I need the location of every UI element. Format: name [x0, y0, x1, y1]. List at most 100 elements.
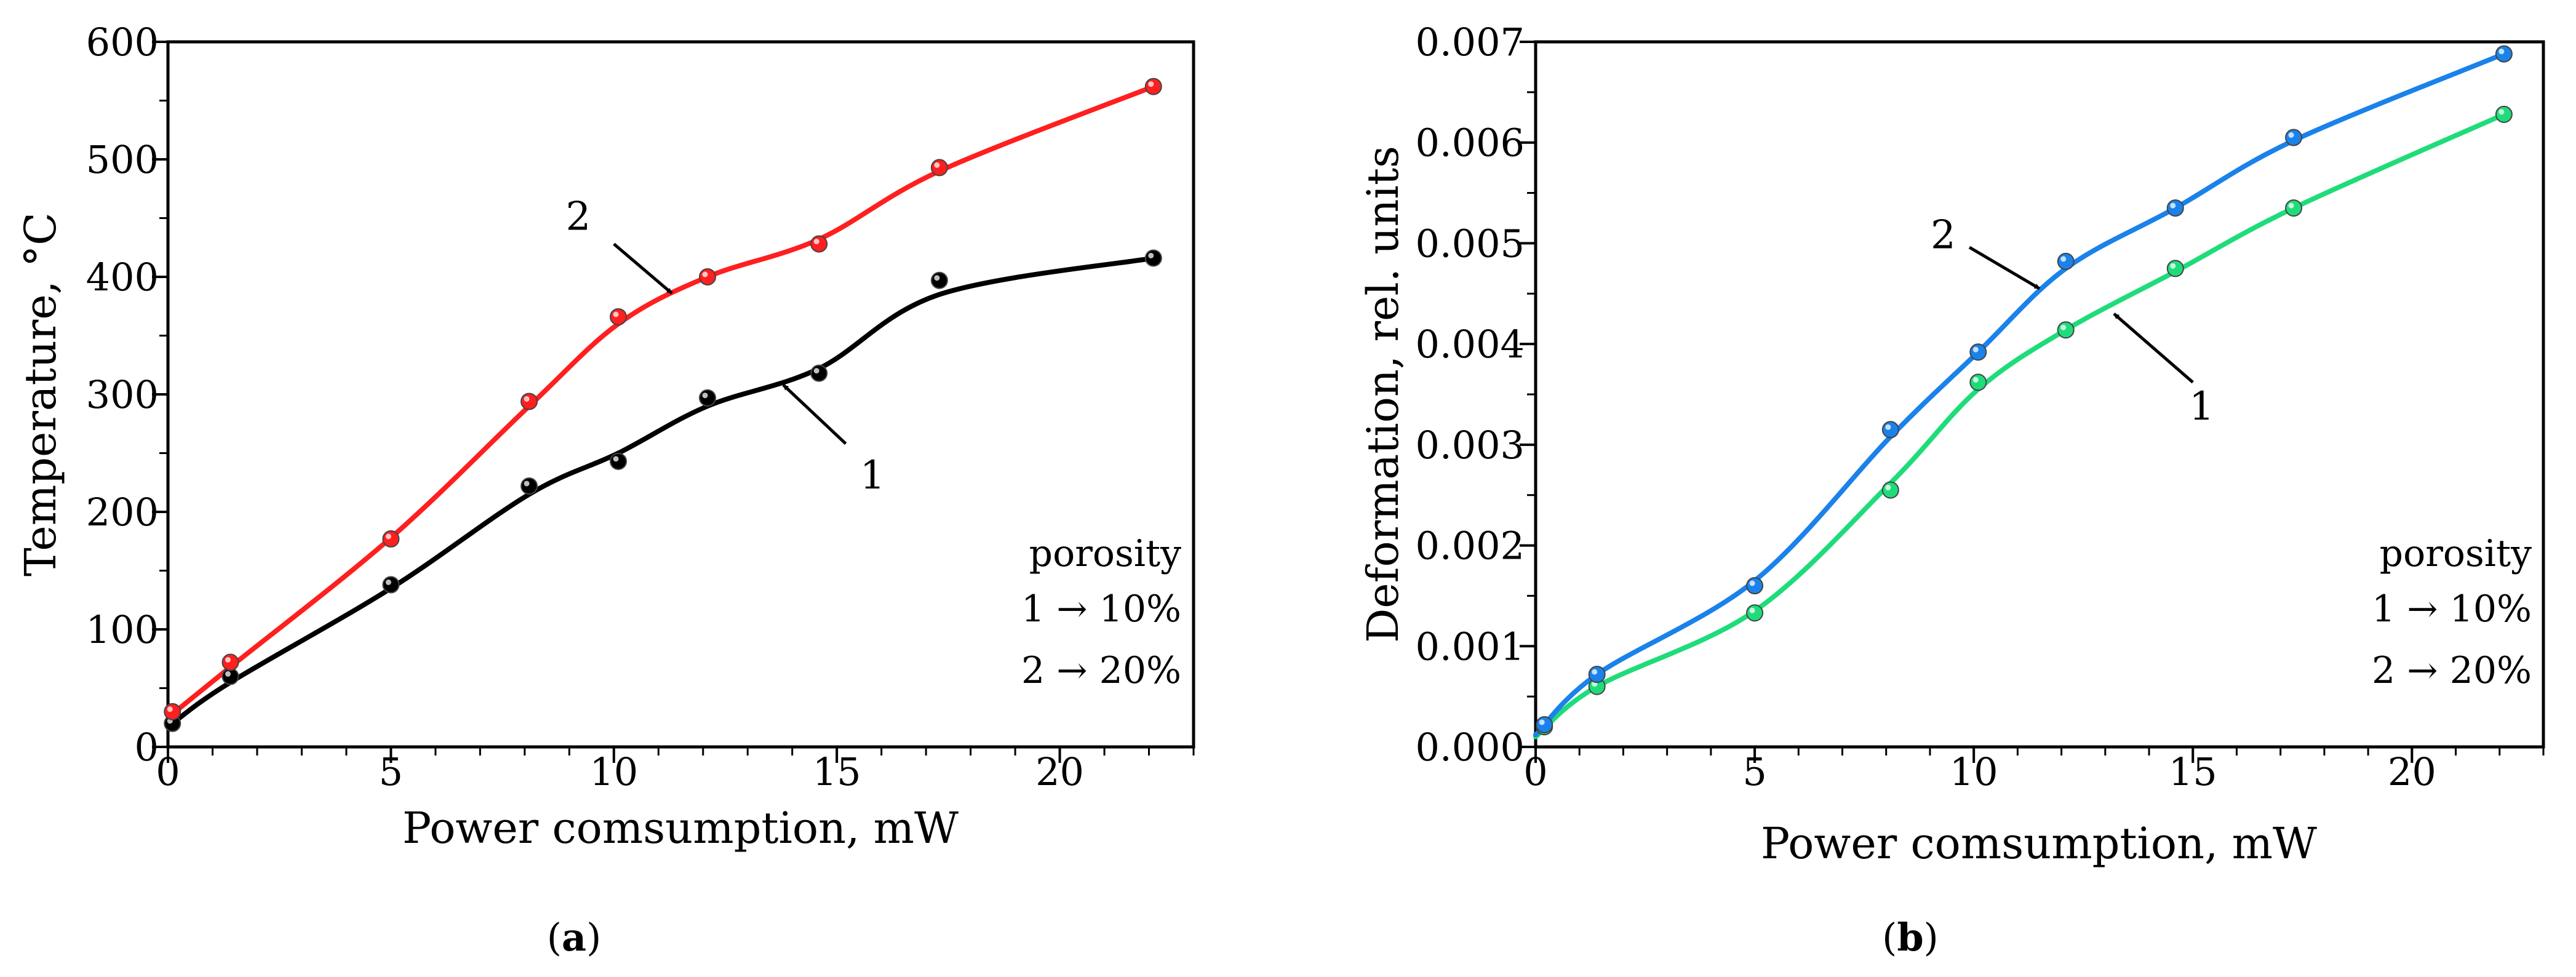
y-tick-label: 0.002 [1416, 524, 1525, 568]
point-highlight [613, 456, 619, 462]
x-tick-label: 10 [1950, 749, 1998, 794]
series-1-line [1533, 111, 2506, 740]
legend-title: porosity [1029, 532, 1181, 575]
x-axis-label: Power comsumption, mW [402, 803, 959, 853]
series-2-point [520, 393, 538, 410]
series-1-point [2057, 321, 2075, 339]
y-tick-label: 200 [86, 490, 159, 535]
x-tick-label: 20 [2388, 749, 2436, 794]
series-2-point [2057, 252, 2075, 270]
legend-entry-1: 1 → 10% [2372, 588, 2532, 631]
point-highlight [2498, 49, 2505, 55]
series-2-point [1588, 666, 1606, 684]
point-highlight [225, 656, 231, 663]
point-highlight [702, 393, 708, 399]
point-highlight [813, 368, 819, 374]
series-2-point [2495, 45, 2513, 63]
point-highlight [167, 706, 173, 712]
y-tick-label: 300 [86, 372, 159, 417]
point-highlight [1885, 424, 1891, 430]
series-1-point [382, 576, 400, 594]
series-1-point [810, 364, 828, 382]
point-highlight [1148, 252, 1154, 258]
point-highlight [1749, 607, 1755, 613]
series-2-point [164, 703, 181, 720]
series-1-point [930, 271, 948, 289]
y-tick-label: 0.007 [1416, 20, 1525, 65]
legend-entry-1: 1 → 10% [1021, 588, 1181, 631]
y-tick-label: 0.003 [1416, 423, 1525, 468]
panel-caption: (b) [1882, 915, 1939, 960]
series-2-point [930, 159, 948, 177]
series-2-line [1533, 51, 2506, 738]
point-highlight [2060, 256, 2067, 262]
series-1-point [2285, 199, 2303, 217]
chart-panel-b: 0 5 10 15 20 0.000 0.001 0.002 0.003 0.004 0.005 0… [1358, 20, 2545, 960]
series-2-point [1881, 421, 1899, 439]
x-tick-label: 20 [1035, 749, 1084, 794]
series-2-point [382, 530, 400, 548]
point-highlight [2288, 132, 2294, 138]
series-2-point [1969, 343, 1987, 361]
y-tick-label: 0.004 [1416, 322, 1525, 367]
series-2-point [2285, 129, 2303, 146]
series-1-point [1144, 249, 1162, 267]
x-tick-label: 0 [1523, 749, 1547, 794]
x-tick-label: 5 [1742, 749, 1766, 794]
series-1-point [520, 477, 538, 495]
series-1-point [2166, 260, 2184, 277]
x-axis-label: Power comsumption, mW [1761, 818, 2317, 869]
x-axis: 0 5 10 15 20 [156, 747, 1195, 794]
series-2-point [1746, 577, 1764, 595]
panel-letter: b [1897, 915, 1923, 960]
y-tick-label: 0.001 [1416, 624, 1525, 669]
annotation-arrow [2113, 313, 2194, 384]
x-tick-label: 0 [156, 749, 180, 794]
point-highlight [934, 162, 940, 168]
y-tick-label: 600 [86, 20, 159, 65]
y-tick-label: 0.005 [1416, 221, 1525, 266]
point-highlight [524, 396, 530, 402]
series-1-point [1746, 604, 1764, 622]
legend-title: porosity [2380, 532, 2532, 575]
x-axis: 0 5 10 15 20 [1523, 747, 2545, 794]
series-2-line [170, 84, 1156, 717]
panel-caption: (a) [547, 915, 602, 960]
x-tick-label: 10 [589, 749, 638, 794]
plot-frame [166, 40, 1195, 749]
series-2-point [1536, 716, 1553, 733]
series-1-point [1969, 373, 1987, 391]
point-highlight [225, 671, 231, 677]
point-highlight [2060, 324, 2067, 330]
point-highlight [1539, 719, 1545, 725]
series-1-point [610, 452, 628, 470]
point-highlight [2498, 109, 2505, 115]
y-axis: 0.000 0.001 0.002 0.003 0.004 0.005 0.006 0.007 [1416, 20, 1536, 770]
series-2-point [610, 308, 628, 325]
point-highlight [613, 311, 619, 317]
point-highlight [1885, 485, 1891, 491]
series-points [1536, 45, 2513, 736]
series-points [164, 78, 1162, 732]
series-1-point [698, 389, 716, 407]
y-tick-label: 0.000 [1416, 725, 1525, 770]
point-highlight [2170, 263, 2176, 269]
annotation-arrow [1968, 245, 2041, 290]
point-highlight [385, 579, 391, 585]
y-axis-label: Temperature, °C [15, 212, 66, 576]
series-1-point [2495, 105, 2513, 123]
series-curves [170, 84, 1156, 726]
point-highlight [1749, 580, 1755, 586]
x-tick-label: 15 [813, 749, 861, 794]
series-2-point [2166, 199, 2184, 217]
series-2-point [1144, 78, 1162, 95]
point-highlight [385, 533, 391, 540]
annotation-label: 2 [1931, 213, 1956, 258]
point-highlight [2288, 202, 2294, 209]
annotation-arrow [782, 383, 847, 445]
x-tick-label: 15 [2169, 749, 2217, 794]
point-highlight [1972, 346, 1979, 353]
y-tick-label: 100 [86, 607, 159, 652]
annotation-label: 2 [565, 194, 591, 240]
